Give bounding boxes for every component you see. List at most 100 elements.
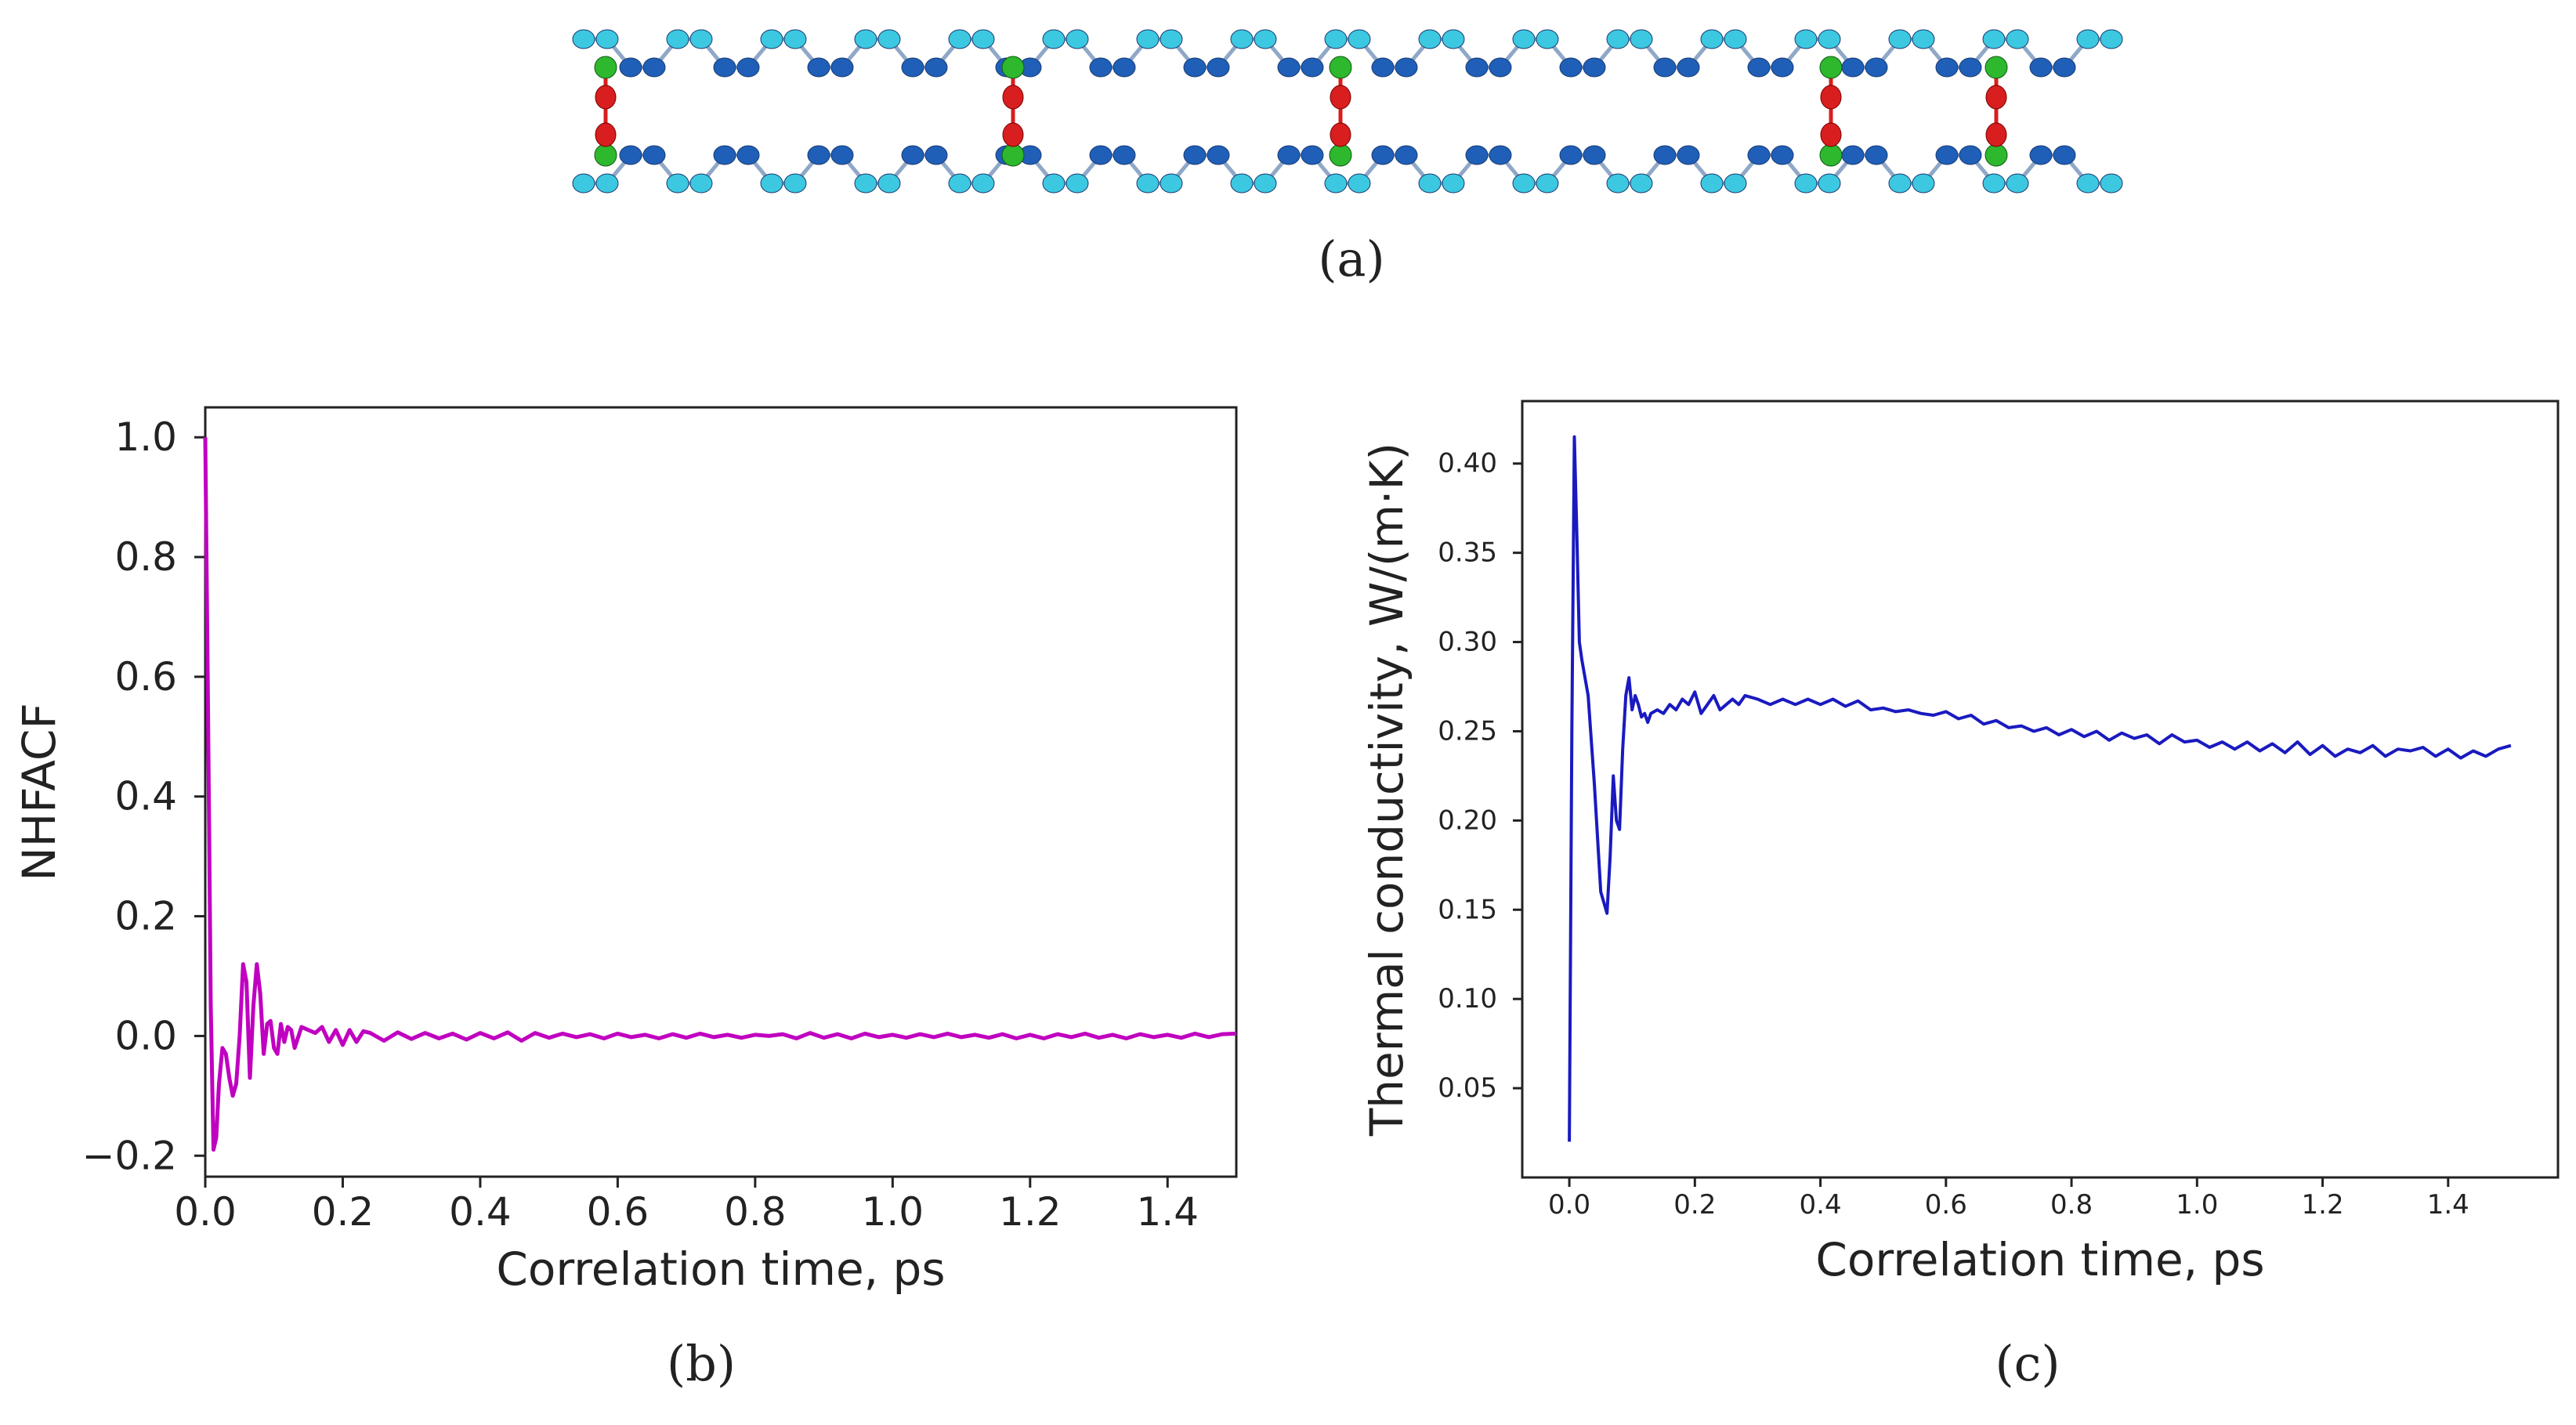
chain-atom (1959, 145, 1982, 165)
molecular-structure-diagram (572, 29, 2123, 193)
chart-b-ytick-label: 0.4 (114, 774, 177, 819)
chain-atom (1583, 57, 1606, 78)
chart-b-ytick-label: 0.2 (114, 894, 177, 939)
chain-atom (1724, 173, 1747, 193)
chain-atom (1348, 173, 1371, 193)
chain-atom (1489, 145, 1512, 165)
chain-atom (572, 29, 595, 49)
chain-atom (689, 29, 713, 49)
chain-atom (1747, 145, 1771, 165)
chain-atom (1935, 57, 1959, 78)
chain-atom (1207, 145, 1230, 165)
chart-c-xtick-label: 0.4 (1800, 1189, 1842, 1221)
chart-c-xtick-label: 1.2 (2302, 1189, 2344, 1221)
chain-atom (1653, 57, 1677, 78)
chart-nhfacf: 0.0 0.2 0.4 0.6 0.8 1.0 1.2 1.4 −0.2 0.0 0.2 0.4 0.6… (13, 406, 1238, 1296)
chain-atom (1935, 145, 1959, 165)
chain-atom (1254, 173, 1277, 193)
chart-b-series-line (203, 437, 1237, 1152)
chain-atom (1301, 145, 1324, 165)
chain-atom (1348, 29, 1371, 49)
chain-atom (2029, 145, 2053, 165)
caption-a: (a) (1318, 230, 1384, 288)
chain-atom (760, 29, 783, 49)
chain-atom (1559, 57, 1583, 78)
chain-atom (595, 29, 619, 49)
chart-c-xtick-label: 0.6 (1925, 1189, 1967, 1221)
chain-atom (1653, 145, 1677, 165)
chain-atom (1324, 29, 1348, 49)
chain-atom (901, 57, 924, 78)
chain-atom (1559, 145, 1583, 165)
chart-b-ytick-label: 0.0 (114, 1013, 177, 1058)
chain-atom (1959, 57, 1982, 78)
chart-c-xtick-label: 1.4 (2427, 1189, 2469, 1221)
chart-c-xlabel: Correlation time, ps (1815, 1233, 2264, 1286)
junction-atom (1329, 143, 1352, 167)
chain-atom (1865, 57, 1888, 78)
chain-atom (924, 57, 948, 78)
chain-atom (1630, 173, 1653, 193)
chain-atom (1841, 145, 1865, 165)
chain-atom (736, 145, 760, 165)
bridge-atom (1820, 122, 1842, 147)
chain-atom (830, 57, 854, 78)
chain-atom (1865, 145, 1888, 165)
chart-c-xtick-label: 1.0 (2176, 1189, 2218, 1221)
chain-atom (713, 57, 736, 78)
chain-atom (642, 145, 666, 165)
chain-atom (1489, 57, 1512, 78)
chart-b-ylabel: NHFACF (13, 703, 66, 881)
chain-atom (1371, 57, 1395, 78)
chain-atom (1630, 29, 1653, 49)
chart-c-xtick-label: 0.2 (1673, 1189, 1716, 1221)
chain-atom (1841, 57, 1865, 78)
chain-atom (619, 57, 642, 78)
chain-atom (783, 29, 807, 49)
chain-atom (1065, 29, 1089, 49)
chart-c-series-line (1568, 435, 2512, 1142)
chart-thermal-conductivity: 0.0 0.2 0.4 0.6 0.8 1.0 1.2 1.4 0.05 0.10 0.15 0.20… (1360, 400, 2560, 1286)
chain-atom (1794, 29, 1818, 49)
chart-b-xtick-label: 0.6 (587, 1189, 649, 1235)
chain-atom (1700, 29, 1724, 49)
chain-atom (642, 57, 666, 78)
chain-atom (1465, 57, 1489, 78)
chart-c-ytick-label: 0.25 (1438, 715, 1497, 747)
chain-atom (948, 173, 971, 193)
bridge-atom (595, 85, 617, 110)
chain-atom (1912, 173, 1935, 193)
chain-atom (1583, 145, 1606, 165)
chart-c-ytick-label: 0.10 (1438, 983, 1497, 1014)
chart-b-xtick-label: 0.0 (174, 1189, 237, 1235)
bridge-atom (1820, 85, 1842, 110)
chain-atom (1160, 173, 1183, 193)
caption-c: (c) (1995, 1335, 2060, 1392)
chain-atom (2076, 29, 2100, 49)
chart-c-ytick-label: 0.20 (1438, 805, 1497, 836)
bridge-atom (1985, 122, 2007, 147)
junction-atom (1001, 56, 1025, 79)
chain-atom (1888, 173, 1912, 193)
chain-atom (1160, 29, 1183, 49)
chain-atom (1747, 57, 1771, 78)
chain-atom (760, 173, 783, 193)
chain-atom (854, 173, 877, 193)
chain-atom (2006, 173, 2029, 193)
chain-atom (1183, 57, 1207, 78)
bridge-atom (1330, 122, 1351, 147)
chain-atom (1794, 173, 1818, 193)
chart-b-xlabel: Correlation time, ps (496, 1242, 945, 1296)
chart-b-xtick-label: 1.4 (1137, 1189, 1199, 1235)
chain-atom (1230, 29, 1254, 49)
chain-atom (1536, 29, 1559, 49)
chart-c-ytick-label: 0.30 (1438, 627, 1497, 658)
chain-atom (1301, 57, 1324, 78)
chain-atom (1700, 173, 1724, 193)
chart-b-xtick-label: 1.0 (862, 1189, 924, 1235)
chart-b-xtick-label: 0.4 (449, 1189, 512, 1235)
junction-atom (1819, 143, 1843, 167)
chain-atom (1113, 145, 1136, 165)
chain-atom (1042, 29, 1065, 49)
junction-atom (594, 56, 617, 79)
